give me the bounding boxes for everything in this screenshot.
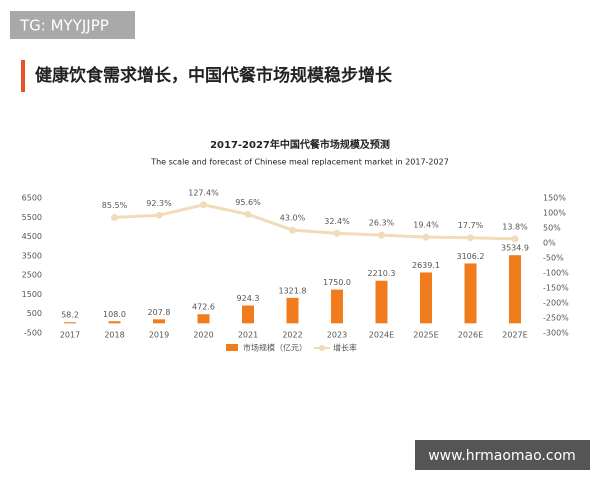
line-point [511, 235, 519, 243]
bar-value-label: 108.0 [103, 310, 126, 319]
y2-tick-label: 150% [543, 194, 566, 203]
bar-value-label: 58.2 [61, 311, 79, 320]
line-value-label: 127.4% [188, 188, 219, 197]
y2-tick-label: 50% [543, 224, 561, 233]
x-tick-label: 2023 [327, 331, 347, 340]
y-tick-label: 2500 [22, 271, 42, 280]
x-tick-label: 2025E [413, 331, 438, 340]
bar [153, 319, 165, 324]
bar [375, 280, 388, 324]
line-point [244, 210, 252, 218]
line-value-label: 92.3% [146, 199, 172, 208]
line-value-label: 32.4% [324, 217, 350, 226]
bar [331, 289, 343, 324]
y-tick-label: 5500 [22, 213, 42, 222]
y2-tick-label: -250% [543, 314, 569, 323]
x-tick-label: 2018 [104, 331, 124, 340]
watermark-box [10, 11, 135, 39]
y2-tick-label: -50% [543, 254, 564, 263]
line-point [155, 211, 163, 219]
bar-value-label: 3534.9 [501, 244, 529, 253]
bar-value-label: 2210.3 [368, 269, 396, 278]
heading: 健康饮食需求增长，中国代餐市场规模稳步增长 [35, 65, 393, 86]
bar-value-label: 2639.1 [412, 261, 440, 270]
line-point [289, 226, 296, 234]
bar [197, 314, 210, 324]
line-point [200, 201, 207, 209]
x-tick-label: 2020 [193, 331, 213, 340]
x-tick-label: 2017 [60, 331, 80, 340]
legend-label: 增长率 [333, 343, 357, 353]
line-point [111, 213, 118, 221]
y-tick-label: 500 [27, 309, 42, 318]
bar-value-label: 472.6 [192, 303, 215, 312]
line-value-label: 17.7% [458, 221, 484, 230]
bar [420, 272, 432, 324]
line-point [378, 231, 385, 239]
y2-tick-label: -100% [543, 269, 569, 278]
bar [64, 322, 76, 324]
y-tick-label: 4500 [22, 232, 42, 241]
y2-tick-label: -300% [543, 329, 569, 338]
chart-subtitle: The scale and forecast of Chinese meal r… [150, 158, 449, 167]
x-tick-label: 2022 [282, 331, 302, 340]
bar-value-label: 924.3 [237, 294, 260, 303]
line-point [333, 229, 341, 237]
x-tick-label: 2024E [369, 331, 394, 340]
line-value-label: 85.5% [102, 201, 128, 210]
bar-value-label: 3106.2 [457, 252, 485, 261]
bar [509, 255, 521, 324]
watermark: TG: MYYJJPP [19, 17, 109, 35]
bar [242, 305, 254, 324]
bar [108, 321, 121, 324]
y-tick-label: 3500 [22, 251, 42, 260]
x-tick-label: 2019 [149, 331, 169, 340]
growth-line [114, 203, 516, 241]
line-point [467, 234, 474, 242]
chart-title: 2017-2027年中国代餐市场规模及预测 [210, 138, 390, 151]
bar [286, 297, 299, 324]
y2-tick-label: -150% [543, 284, 569, 293]
x-tick-label: 2026E [458, 331, 483, 340]
line-value-label: 19.4% [413, 221, 439, 230]
line-value-label: 13.8% [502, 222, 528, 231]
y2-tick-label: 100% [543, 209, 566, 218]
y-tick-label: 1500 [22, 290, 42, 299]
line-value-label: 43.0% [280, 214, 306, 223]
bar-value-label: 207.8 [148, 308, 171, 317]
line-value-label: 26.3% [369, 219, 395, 228]
y2-tick-label: 0% [543, 239, 556, 248]
x-tick-label: 2021 [238, 331, 258, 340]
line-value-label: 95.6% [235, 198, 261, 207]
footer: www.hrmaomao.com [428, 448, 576, 464]
legend-label: 市场规模（亿元） [243, 343, 307, 353]
y2-tick-label: -200% [543, 299, 569, 308]
bar-value-label: 1321.8 [279, 286, 307, 295]
y-tick-label: -500 [24, 329, 42, 338]
x-tick-label: 2027E [502, 331, 527, 340]
footer-box [415, 440, 590, 470]
y-tick-label: 6500 [22, 194, 42, 203]
bar-value-label: 1750.0 [323, 278, 351, 287]
bar [464, 263, 477, 324]
legend-swatch [226, 344, 238, 351]
heading-bar [21, 60, 25, 92]
legend-swatch [319, 345, 325, 351]
line-point [422, 233, 430, 241]
